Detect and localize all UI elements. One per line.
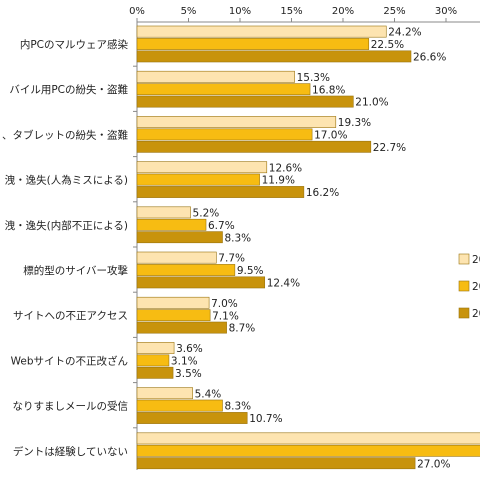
data-label: 24.2% (388, 27, 421, 39)
legend-entry: 20 (458, 280, 480, 293)
legend: 20 20 20 (458, 253, 480, 320)
bar (136, 161, 268, 174)
data-label: 12.6% (269, 162, 302, 174)
x-tick-label: 20% (332, 6, 354, 17)
data-label: 16.8% (312, 84, 345, 96)
bar-group: 24.2%22.5% 26.6% (136, 25, 446, 64)
bar (136, 70, 295, 83)
bar (136, 173, 260, 186)
data-label: 3.6% (176, 343, 203, 355)
bar (136, 116, 337, 128)
bar-group: 7.7%9.5%12.4% (136, 251, 300, 290)
data-label: 7.0% (211, 298, 238, 310)
bar (136, 399, 223, 412)
category-label: サイトへの不正アクセス (13, 310, 128, 322)
bar (136, 128, 313, 141)
x-tick-label: 25% (383, 6, 405, 17)
data-label: 9.5% (237, 265, 264, 277)
bar (136, 251, 217, 264)
data-label: 15.3% (297, 72, 330, 84)
x-tick-label: 30% (435, 6, 457, 17)
data-label: 11.9% (262, 175, 295, 187)
bar (136, 321, 227, 334)
data-label: 8.7% (229, 323, 256, 335)
legend-entry: 20 (458, 253, 480, 266)
bar (136, 140, 372, 153)
bar (136, 231, 223, 244)
bar (136, 186, 305, 198)
data-label: 8.3% (224, 232, 251, 244)
category-label: 、タブレットの紛失・盗難 (2, 128, 128, 141)
category-label: 内PCのマルウェア感染 (20, 38, 129, 51)
bar (136, 354, 170, 367)
bar-group: 27.0% (136, 432, 480, 470)
bar-group: 7.0%7.1%8.7% (136, 296, 256, 335)
bar-group: 5.4%8.3%10.7% (136, 387, 283, 425)
category-label: 洩・逸失(人為ミスによる) (5, 174, 128, 187)
category-label: 標的型のサイバー攻撃 (23, 264, 128, 277)
data-label: 3.1% (171, 356, 198, 368)
x-tick-labels: 0% 5% 10% 15% 20% 25% 30% (129, 6, 457, 17)
bar (136, 432, 480, 445)
data-label: 19.3% (338, 117, 371, 129)
data-label: 3.5% (175, 368, 202, 380)
bar-group: 5.2%6.7%8.3% (136, 206, 251, 244)
legend-entry: 20 (458, 307, 480, 320)
x-tick-label: 10% (229, 6, 251, 17)
bar (136, 264, 236, 276)
category-label: 洩・逸失(内部不正による) (5, 219, 128, 232)
bar (136, 412, 248, 424)
bar-group: 3.6%3.1%3.5% (136, 342, 203, 380)
bar (136, 50, 412, 63)
legend-swatch (458, 280, 470, 292)
data-label: 21.0% (355, 97, 388, 109)
bar (136, 95, 354, 108)
data-label: 7.1% (212, 310, 239, 322)
bar-groups: 24.2%22.5% 26.6% 15.3%16.8% 21.0% 19.3%17.0%… (136, 25, 480, 470)
bar (136, 296, 210, 309)
category-label: Webサイトの不正改ざん (11, 354, 128, 367)
category-label: バイル用PCの紛失・盗難 (9, 83, 128, 96)
bar-group: 19.3%17.0% 22.7% (136, 116, 406, 154)
bar (136, 276, 266, 289)
data-label: 12.4% (267, 278, 300, 290)
legend-label: 20 (472, 254, 480, 266)
data-label: 5.2% (193, 208, 220, 220)
data-label: 26.6% (413, 52, 446, 64)
bar (136, 206, 191, 219)
data-label: 27.0% (417, 458, 450, 470)
legend-swatch (458, 307, 470, 319)
legend-label: 20 (472, 281, 480, 293)
data-label: 5.4% (195, 388, 222, 400)
data-label: 22.5% (371, 39, 404, 51)
bar (136, 25, 387, 38)
bar (136, 366, 174, 379)
category-labels: 内PCのマルウェア感染バイル用PCの紛失・盗難、タブレットの紛失・盗難洩・逸失(… (2, 38, 128, 458)
data-label: 16.2% (306, 187, 339, 199)
legend-label: 20 (472, 308, 480, 320)
bar (136, 38, 370, 50)
x-tick-label: 5% (181, 6, 197, 17)
legend-swatch (458, 253, 470, 265)
data-label: 10.7% (249, 413, 282, 425)
data-label: 17.0% (314, 130, 347, 142)
x-tick-label: 0% (129, 6, 145, 17)
data-label: 22.7% (373, 142, 406, 154)
bar-group: 12.6%11.9% 16.2% (136, 161, 339, 199)
category-label: なりすましメールの受信 (13, 401, 129, 413)
bar (136, 457, 416, 470)
bar (136, 387, 193, 400)
data-label: 8.3% (224, 401, 251, 413)
data-label: 7.7% (218, 253, 245, 265)
bar (136, 218, 207, 231)
x-tick-label: 15% (280, 6, 302, 17)
bar (136, 309, 211, 322)
bar (136, 342, 175, 354)
bar (136, 83, 311, 96)
data-label: 6.7% (208, 220, 235, 232)
bar-group: 15.3%16.8% 21.0% (136, 70, 389, 109)
bar (136, 444, 480, 457)
category-label: デントは経験していない (13, 445, 128, 458)
